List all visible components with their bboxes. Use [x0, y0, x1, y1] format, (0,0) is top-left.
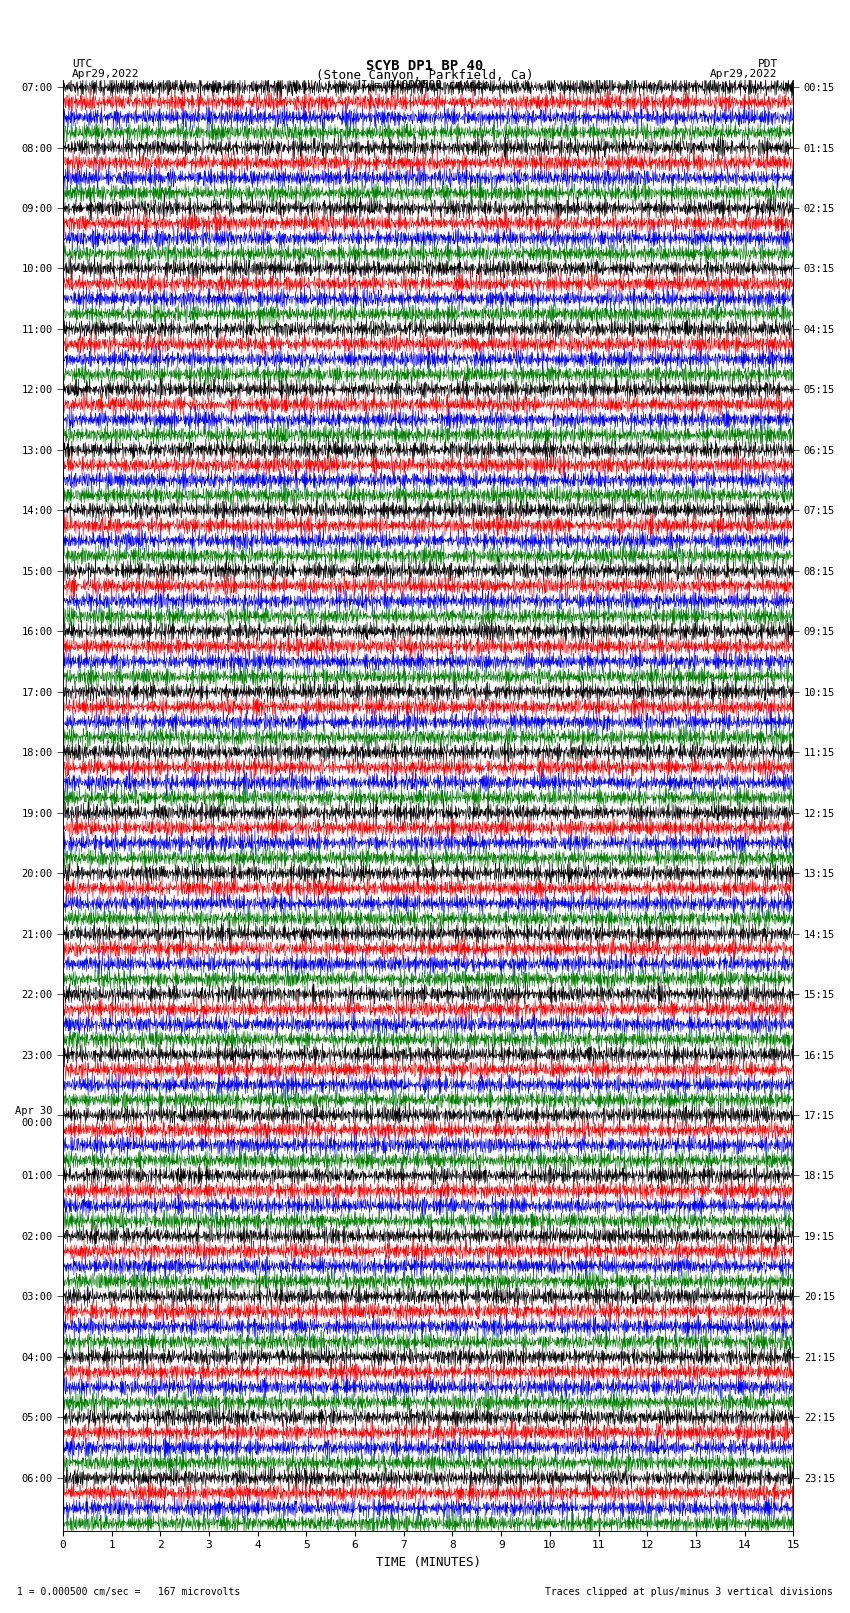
Text: Apr29,2022: Apr29,2022	[711, 69, 778, 79]
Text: 1 = 0.000500 cm/sec =   167 microvolts: 1 = 0.000500 cm/sec = 167 microvolts	[17, 1587, 241, 1597]
Text: SCYB DP1 BP 40: SCYB DP1 BP 40	[366, 58, 484, 73]
Text: PDT: PDT	[757, 58, 778, 69]
X-axis label: TIME (MINUTES): TIME (MINUTES)	[376, 1557, 480, 1569]
Text: Apr29,2022: Apr29,2022	[72, 69, 139, 79]
Text: I = 0.000500 cm/sec: I = 0.000500 cm/sec	[361, 79, 489, 90]
Text: Traces clipped at plus/minus 3 vertical divisions: Traces clipped at plus/minus 3 vertical …	[545, 1587, 833, 1597]
Text: (Stone Canyon, Parkfield, Ca): (Stone Canyon, Parkfield, Ca)	[316, 69, 534, 82]
Text: UTC: UTC	[72, 58, 93, 69]
